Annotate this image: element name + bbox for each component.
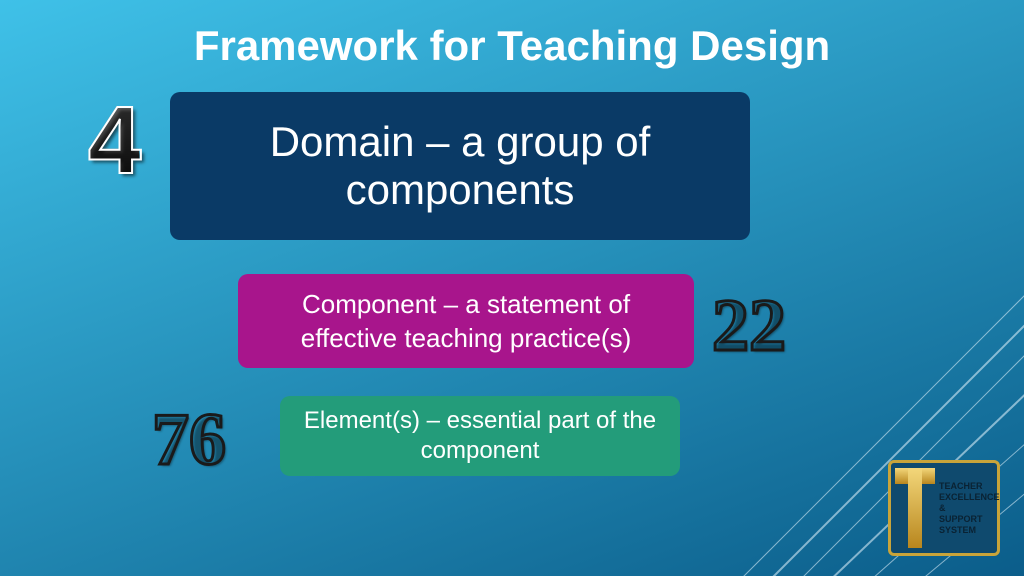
domain-text: Domain – a group of components [190,118,730,214]
logo-line: TEACHER [939,481,1000,492]
logo-t-icon [895,464,935,552]
tess-logo: TEACHER EXCELLENCE & SUPPORT SYSTEM [888,460,1000,556]
component-text: Component – a statement of effective tea… [258,287,674,355]
slide: Framework for Teaching Design Domain – a… [0,0,1024,576]
domain-box: Domain – a group of components [170,92,750,240]
logo-line: EXCELLENCE & [939,492,1000,514]
number-22: 22 [712,284,786,369]
page-title: Framework for Teaching Design [0,22,1024,70]
logo-text: TEACHER EXCELLENCE & SUPPORT SYSTEM [939,481,1000,536]
element-box: Element(s) – essential part of the compo… [280,396,680,476]
number-4: 4 [88,86,139,196]
number-76: 76 [152,398,226,483]
element-text: Element(s) – essential part of the compo… [300,406,660,466]
component-box: Component – a statement of effective tea… [238,274,694,368]
logo-line: SYSTEM [939,525,1000,536]
logo-line: SUPPORT [939,514,1000,525]
